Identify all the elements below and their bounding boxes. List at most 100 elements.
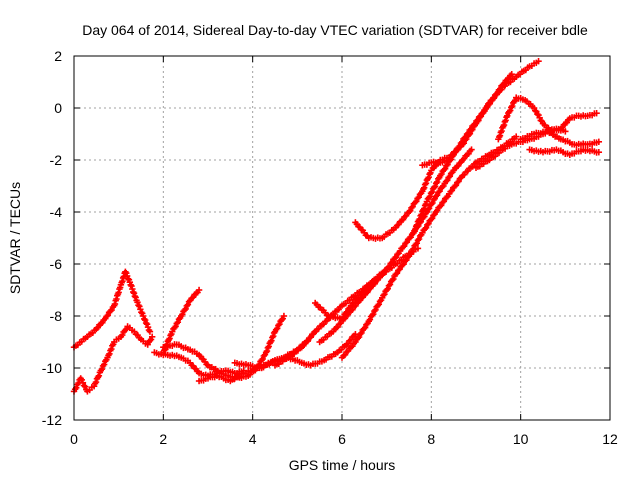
chart-title: Day 064 of 2014, Sidereal Day-to-day VTE… — [82, 22, 588, 38]
data-point — [427, 190, 435, 197]
data-point — [440, 166, 448, 174]
data-point — [195, 286, 203, 294]
data-point — [131, 293, 139, 300]
data-point — [496, 132, 504, 139]
data-point — [446, 156, 453, 164]
data-point — [258, 357, 265, 364]
data-point — [431, 183, 439, 190]
data-point — [124, 275, 132, 282]
data-point — [259, 355, 266, 363]
data-point — [432, 193, 439, 200]
data-point — [424, 221, 431, 229]
data-point — [412, 241, 419, 248]
data-point — [381, 291, 388, 298]
y-tick-label: -4 — [50, 204, 63, 220]
data-point — [411, 199, 419, 206]
data-point — [430, 184, 438, 191]
y-tick-label: -12 — [42, 412, 62, 428]
data-point — [425, 194, 433, 201]
data-point — [406, 251, 414, 258]
data-point — [366, 316, 374, 323]
x-tick-label: 8 — [427, 431, 435, 447]
data-point — [374, 302, 381, 309]
data-point — [531, 107, 539, 114]
grid — [74, 56, 610, 420]
data-point — [129, 288, 137, 296]
y-tick-label: 2 — [54, 48, 62, 64]
data-point — [407, 207, 414, 215]
data-point — [428, 188, 436, 196]
data-point — [385, 282, 393, 289]
data-point — [430, 196, 437, 204]
data-point — [140, 315, 148, 323]
data-point — [435, 175, 442, 183]
data-point — [263, 347, 271, 355]
data-point — [274, 325, 281, 332]
data-point — [425, 220, 432, 227]
data-point — [182, 305, 189, 313]
data-point — [174, 319, 182, 326]
data-point — [146, 328, 154, 335]
axis-ticks: 0 2 4 6 8 10 12 -12 -10 -8 -6 -4 -2 0 2 — [42, 48, 618, 447]
y-tick-label: -10 — [42, 360, 62, 376]
x-tick-label: 2 — [159, 431, 167, 447]
data-series-arc-2 — [70, 323, 156, 395]
data-point — [132, 294, 139, 301]
data-point — [103, 313, 110, 320]
data-point — [181, 306, 188, 314]
data-point — [275, 322, 282, 329]
data-series-arc-4 — [160, 286, 203, 356]
data-point — [107, 307, 114, 315]
data-point — [508, 71, 515, 78]
y-tick-label: 0 — [54, 100, 62, 116]
data-point — [410, 245, 417, 252]
data-point — [509, 102, 516, 110]
data-point — [278, 316, 285, 324]
data-point — [355, 333, 363, 341]
data-point — [173, 320, 180, 327]
data-point — [507, 107, 514, 114]
data-point — [426, 193, 434, 200]
data-point — [184, 301, 192, 308]
data-point — [412, 226, 419, 233]
data-point — [354, 335, 362, 342]
data-point — [129, 285, 136, 293]
data-series-arc-6 — [195, 328, 319, 385]
data-point — [430, 212, 437, 219]
data-point — [361, 324, 369, 331]
data-point — [370, 310, 377, 318]
data-point — [429, 199, 436, 207]
data-point — [368, 312, 376, 319]
data-point — [358, 329, 365, 337]
data-points — [70, 58, 603, 395]
data-point — [422, 180, 430, 187]
data-point — [420, 205, 428, 212]
data-point — [438, 183, 446, 191]
data-point — [457, 139, 465, 147]
data-point — [421, 225, 429, 233]
x-axis-label: GPS time / hours — [289, 457, 396, 473]
data-point — [413, 221, 421, 229]
data-point — [357, 330, 364, 338]
data-point — [135, 302, 142, 309]
data-point — [413, 198, 420, 205]
data-point — [511, 98, 518, 105]
data-series-arc-1 — [70, 268, 154, 351]
data-point — [409, 246, 416, 254]
data-point — [502, 117, 509, 124]
data-point — [389, 277, 396, 284]
data-point — [166, 335, 173, 342]
data-point — [95, 372, 103, 379]
data-point — [363, 321, 370, 328]
data-point — [427, 216, 435, 223]
data-point — [513, 133, 520, 140]
data-point — [280, 312, 288, 320]
data-point — [371, 307, 378, 315]
data-point — [506, 108, 513, 115]
data-series-arc-10 — [316, 146, 475, 346]
data-point — [108, 345, 115, 353]
y-tick-label: -6 — [50, 256, 63, 272]
data-point — [172, 323, 179, 330]
data-point — [390, 275, 397, 283]
data-series-arc-17 — [517, 128, 603, 149]
